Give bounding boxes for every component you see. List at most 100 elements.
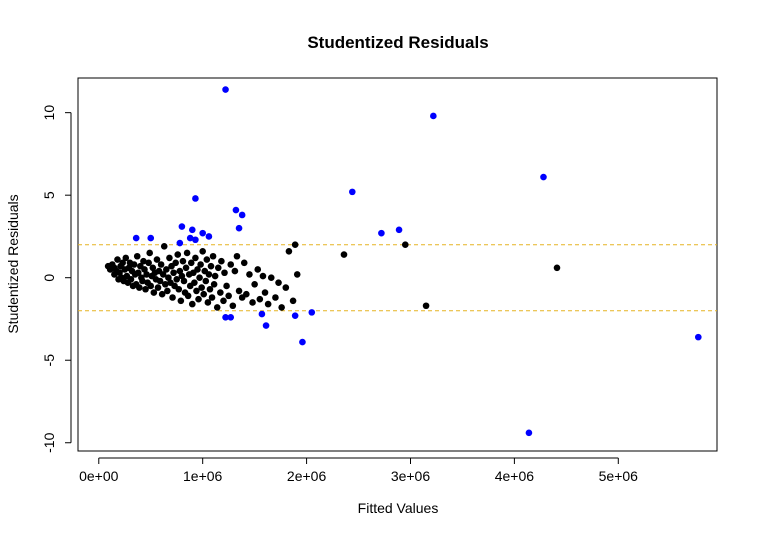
data-point xyxy=(134,269,142,277)
outlier-point xyxy=(178,223,186,230)
x-tick-label: 5e+06 xyxy=(599,468,639,484)
outlier-point xyxy=(694,333,702,341)
outlier-point xyxy=(205,233,213,240)
data-point xyxy=(204,299,212,306)
outlier-point xyxy=(147,234,155,242)
data-point xyxy=(172,259,179,267)
data-point xyxy=(159,271,167,278)
data-point xyxy=(240,259,248,267)
data-point xyxy=(158,290,166,298)
outlier-point xyxy=(188,226,196,234)
data-point xyxy=(176,267,184,275)
y-tick-label: 5 xyxy=(41,191,57,199)
x-tick-label: 1e+06 xyxy=(183,468,223,484)
data-point xyxy=(278,304,285,311)
data-point xyxy=(161,281,169,288)
data-point xyxy=(156,277,164,285)
data-point xyxy=(164,287,171,295)
data-point xyxy=(136,284,143,291)
data-point xyxy=(114,256,121,263)
x-axis-label: Fitted Values xyxy=(358,500,439,516)
outlier-point xyxy=(238,211,246,219)
outlier-point xyxy=(308,309,316,316)
data-point xyxy=(264,300,272,308)
data-point xyxy=(285,247,293,255)
data-point xyxy=(422,302,430,310)
data-point xyxy=(243,290,250,298)
data-point xyxy=(259,272,267,280)
data-point xyxy=(192,254,199,262)
data-point xyxy=(174,251,182,258)
data-point xyxy=(184,292,192,300)
data-point xyxy=(180,277,188,285)
data-point xyxy=(142,285,149,293)
data-point xyxy=(249,299,256,306)
y-axis: -10 -5 0 5 10 xyxy=(41,105,72,453)
data-point xyxy=(213,304,221,311)
outlier-point xyxy=(395,226,403,234)
data-point xyxy=(139,277,146,285)
data-point xyxy=(133,252,141,260)
data-point xyxy=(261,289,269,296)
data-point xyxy=(207,262,215,270)
data-point xyxy=(282,284,290,291)
data-point xyxy=(116,269,123,277)
outlier-point xyxy=(349,188,356,196)
data-point xyxy=(340,251,348,258)
data-point xyxy=(150,289,158,296)
outlier-point xyxy=(222,86,229,93)
outlier-point xyxy=(235,224,243,232)
data-point xyxy=(143,271,150,278)
data-point xyxy=(188,300,196,308)
outlier-point xyxy=(227,314,235,321)
data-point xyxy=(146,249,153,257)
x-axis: 0e+00 1e+06 2e+06 3e+06 4e+06 5e+06 xyxy=(79,457,639,484)
chart-title: Studentized Residuals xyxy=(307,33,488,52)
outlier-point xyxy=(176,239,184,247)
outlier-point xyxy=(430,112,437,120)
data-point xyxy=(211,272,219,280)
data-point xyxy=(289,297,297,305)
data-point xyxy=(202,277,210,285)
data-point xyxy=(153,256,161,263)
x-tick-label: 0e+00 xyxy=(79,468,119,484)
data-point xyxy=(233,252,241,260)
data-point xyxy=(169,294,176,301)
data-point xyxy=(165,274,172,282)
outlier-point xyxy=(378,229,385,237)
data-point xyxy=(166,254,173,262)
x-tick-label: 3e+06 xyxy=(391,468,431,484)
data-point xyxy=(256,295,264,303)
data-point xyxy=(187,259,195,267)
data-point xyxy=(130,261,138,268)
data-point xyxy=(175,285,183,293)
data-point xyxy=(140,257,147,265)
data-point xyxy=(147,282,155,290)
outlier-point xyxy=(258,310,266,318)
outlier-point xyxy=(199,229,206,237)
data-point xyxy=(291,241,299,248)
data-point xyxy=(195,295,202,303)
data-point xyxy=(199,247,206,255)
data-point xyxy=(553,264,561,272)
x-tick-label: 4e+06 xyxy=(495,468,535,484)
data-point xyxy=(231,267,239,275)
data-point xyxy=(209,252,217,260)
data-point xyxy=(170,269,177,277)
data-point xyxy=(194,266,201,273)
data-point xyxy=(127,276,135,283)
data-point xyxy=(220,297,227,305)
data-point xyxy=(229,302,237,310)
data-points xyxy=(104,86,702,437)
data-point xyxy=(173,276,181,283)
outlier-point xyxy=(186,234,194,242)
y-axis-label: Studentized Residuals xyxy=(5,194,21,333)
outlier-point xyxy=(291,312,299,319)
data-point xyxy=(217,289,224,296)
outlier-point xyxy=(222,314,229,321)
y-tick-label: 10 xyxy=(41,105,57,121)
outlier-point xyxy=(132,234,140,242)
data-point xyxy=(235,287,243,295)
plot-frame xyxy=(77,77,718,452)
data-point xyxy=(223,282,230,290)
